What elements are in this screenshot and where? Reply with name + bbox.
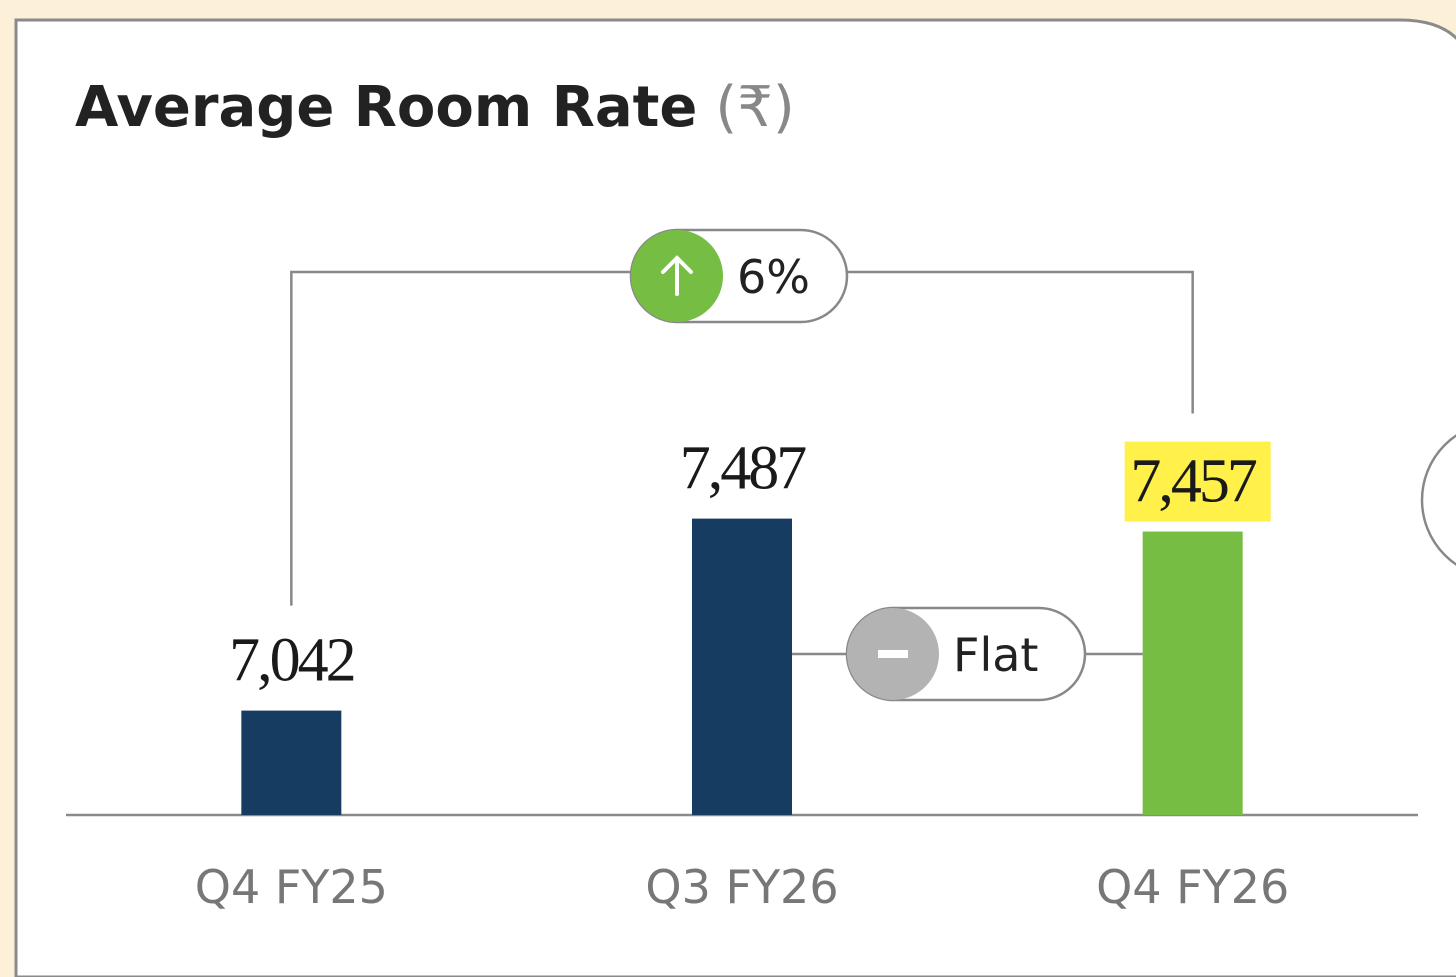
value-label: 7,042 xyxy=(229,627,354,695)
title-text: Average Room Rate xyxy=(75,75,697,140)
x-tick-label: Q4 FY26 xyxy=(1096,860,1289,914)
change-badge: 6% xyxy=(629,228,849,324)
bar xyxy=(692,518,792,815)
badge-label: Flat xyxy=(953,628,1038,682)
change-badge: Flat xyxy=(845,606,1087,702)
x-tick-label: Q3 FY26 xyxy=(645,860,838,914)
title-unit: (₹) xyxy=(715,75,794,140)
card xyxy=(14,18,1456,977)
minus-sign xyxy=(878,650,908,658)
value-label: 7,457 xyxy=(1130,448,1257,516)
cut-off-badge xyxy=(1420,434,1456,566)
arrow-up xyxy=(661,255,693,296)
highlight xyxy=(1124,441,1271,522)
value-label: 7,487 xyxy=(680,435,807,503)
bar xyxy=(1142,531,1243,815)
badge-label: 6% xyxy=(737,250,810,304)
bar xyxy=(241,710,342,815)
chart-title: Average Room Rate (₹) xyxy=(75,75,795,140)
x-tick-label: Q4 FY25 xyxy=(195,860,388,914)
